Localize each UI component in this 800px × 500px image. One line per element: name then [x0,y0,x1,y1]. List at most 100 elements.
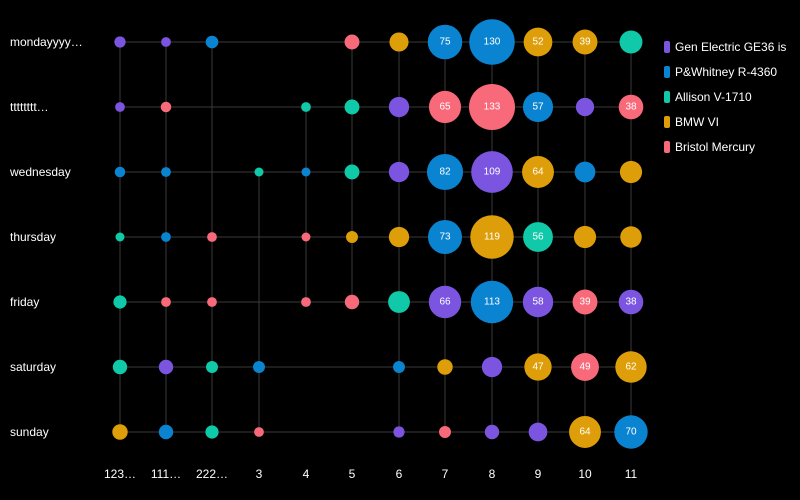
bubble[interactable] [254,427,264,437]
bubble[interactable] [428,285,462,319]
legend-item[interactable]: P&Whitney R-4360 [664,59,800,84]
bubble[interactable] [114,166,126,178]
bubble-value-label: 64 [579,427,591,438]
bubble[interactable] [522,91,554,123]
bubble[interactable] [426,153,464,191]
row-label: mondayyyy… [10,35,83,49]
bubble[interactable] [575,97,595,117]
bubble[interactable] [161,37,171,47]
bubble[interactable] [205,35,219,49]
bubble-value-label: 56 [532,232,544,243]
bubble[interactable] [573,225,597,249]
bubble[interactable] [437,359,453,375]
bubble[interactable] [388,226,410,248]
bubble[interactable] [620,226,642,248]
bubble[interactable] [574,161,596,183]
bubble[interactable] [388,291,410,313]
bubble[interactable] [572,29,598,55]
legend-item[interactable]: Bristol Mercury [664,134,800,159]
bubble[interactable] [427,219,463,255]
bubble[interactable] [481,356,503,378]
bubble[interactable] [344,99,360,115]
bubble[interactable] [572,289,598,315]
bubble[interactable] [206,361,218,373]
bubble[interactable] [571,353,599,381]
bubble-value-label: 49 [579,362,591,373]
bubble[interactable] [618,94,644,120]
bubble[interactable] [524,353,552,381]
bubble[interactable] [528,422,548,442]
row-label: sunday [10,425,49,439]
bubble[interactable] [619,160,643,184]
bubble[interactable] [254,167,264,177]
legend-label: BMW VI [675,114,719,129]
bubble-value-label: 39 [579,37,591,48]
bubble[interactable] [207,232,217,242]
bubble[interactable] [112,359,128,375]
bubble[interactable] [115,232,125,242]
legend-item[interactable]: Gen Electric GE36 is [664,34,800,59]
bubble[interactable] [427,24,463,60]
bubble[interactable] [523,27,553,57]
column-labels: 123… 111… 222… 3 4 5 6 7 8 9 10 11 [104,467,638,481]
bubble[interactable] [301,167,311,177]
bubble[interactable] [615,351,647,383]
bubble[interactable] [344,294,360,310]
row-labels: mondayyyy… tttttttt… wednesday thursday frid… [9,35,83,439]
bubble[interactable] [469,19,515,65]
bubble[interactable] [428,90,462,124]
bubble[interactable] [523,222,553,252]
row-label: wednesday [9,165,71,179]
bubble[interactable] [522,286,554,318]
legend-item[interactable]: Allison V-1710 [664,84,800,109]
bubble[interactable] [388,96,410,118]
bubble[interactable] [470,215,514,259]
bubble[interactable] [471,151,513,193]
legend-swatch [664,65,670,78]
bubble[interactable] [388,161,410,183]
bubble[interactable] [113,295,127,309]
bubble[interactable] [161,297,171,307]
bubble[interactable] [205,425,219,439]
bubble[interactable] [618,289,644,315]
bubble-value-label: 109 [484,167,501,178]
bubble[interactable] [158,424,174,440]
legend-item[interactable]: BMW VI [664,109,800,134]
bubble[interactable] [207,297,217,307]
bubble-value-label: 62 [625,362,637,373]
bubble[interactable] [393,361,405,373]
bubble-value-label: 64 [532,167,544,178]
bubble[interactable] [614,415,648,449]
bubble[interactable] [470,280,514,324]
bubble[interactable] [393,426,405,438]
column-label: 8 [489,467,496,481]
row-label: saturday [10,360,56,374]
bubble[interactable] [344,164,360,180]
bubble[interactable] [160,101,172,113]
bubble[interactable] [115,102,125,112]
bubble[interactable] [112,424,128,440]
bubble[interactable] [161,232,171,242]
bubble[interactable] [301,297,311,307]
bubble[interactable] [301,102,311,112]
legend-swatch [664,140,670,153]
bubble-value-label: 113 [484,297,500,308]
column-label: 7 [442,467,449,481]
bubble[interactable] [569,416,601,448]
bubble[interactable] [469,84,515,130]
bubble[interactable] [389,32,409,52]
bubble[interactable] [301,232,311,242]
bubble[interactable] [344,34,360,50]
bubble[interactable] [522,156,554,188]
bubble[interactable] [346,231,358,243]
bubble[interactable] [439,426,451,438]
bubble-value-label: 47 [532,362,544,373]
bubble[interactable] [619,30,643,54]
bubble[interactable] [158,359,174,375]
bubble[interactable] [253,361,265,373]
bubble-value-label: 65 [439,102,451,113]
bubble[interactable] [484,424,500,440]
bubble[interactable] [161,167,171,177]
bubble[interactable] [114,36,126,48]
bubble-value-label: 70 [625,427,637,438]
